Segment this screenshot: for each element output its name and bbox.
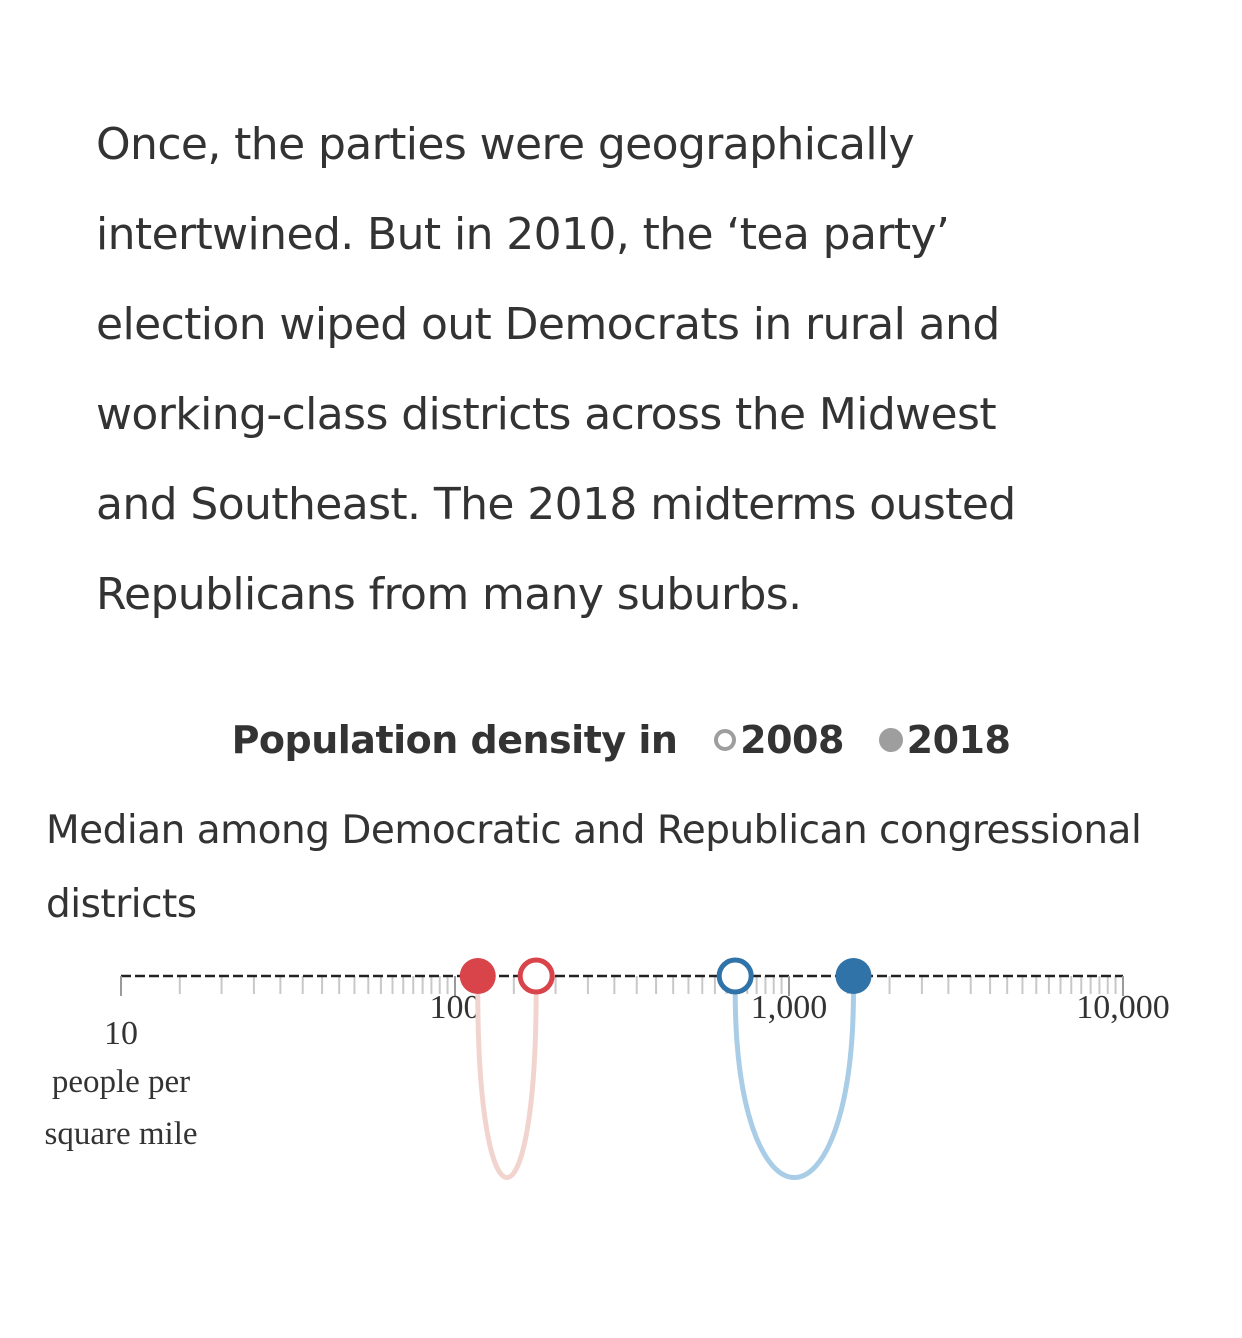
unit-label: people per xyxy=(52,1064,190,1100)
chart-subtitle-line: districts xyxy=(46,882,197,927)
point-2018-democratic xyxy=(835,958,872,994)
legend-label-2008: 2008 xyxy=(740,718,844,762)
change-arc-republican xyxy=(475,989,539,1180)
change-arc-democratic xyxy=(732,989,857,1180)
tick-label: 10 xyxy=(104,1015,138,1052)
intro-line: Once, the parties were geographically xyxy=(96,119,915,170)
chart-subtitle: Median among Democratic and Republican c… xyxy=(46,794,1196,942)
legend-filled-circle-icon xyxy=(878,727,903,752)
density-chart: 10 100 1,000 10,000 people per square mile xyxy=(44,957,1170,1180)
point-2008-republican xyxy=(517,957,555,995)
chart-subtitle-line: Median among Democratic and Republican c… xyxy=(46,808,1142,853)
legend-label-2018: 2018 xyxy=(906,718,1011,762)
intro-line: Republicans from many suburbs. xyxy=(96,569,802,620)
intro-text: Once, the parties were geographically in… xyxy=(96,100,1196,640)
point-2018-republican xyxy=(459,958,496,994)
intro-line: working-class districts across the Midwe… xyxy=(96,389,997,440)
tick-label: 1,000 xyxy=(751,989,828,1026)
intro-line: and Southeast. The 2018 midterms ousted xyxy=(96,479,1016,530)
legend-open-circle-icon xyxy=(714,728,737,751)
point-2008-democratic xyxy=(716,957,754,995)
chart-title: Population density in 2008 2018 xyxy=(0,718,1242,762)
intro-line: election wiped out Democrats in rural an… xyxy=(96,299,1000,350)
chart-title-text: Population density in xyxy=(231,718,678,762)
tick-label: 10,000 xyxy=(1076,989,1170,1026)
tick-label: 100 xyxy=(430,989,481,1026)
intro-line: intertwined. But in 2010, the ‘tea party… xyxy=(96,209,950,260)
unit-label: square mile xyxy=(44,1116,197,1152)
